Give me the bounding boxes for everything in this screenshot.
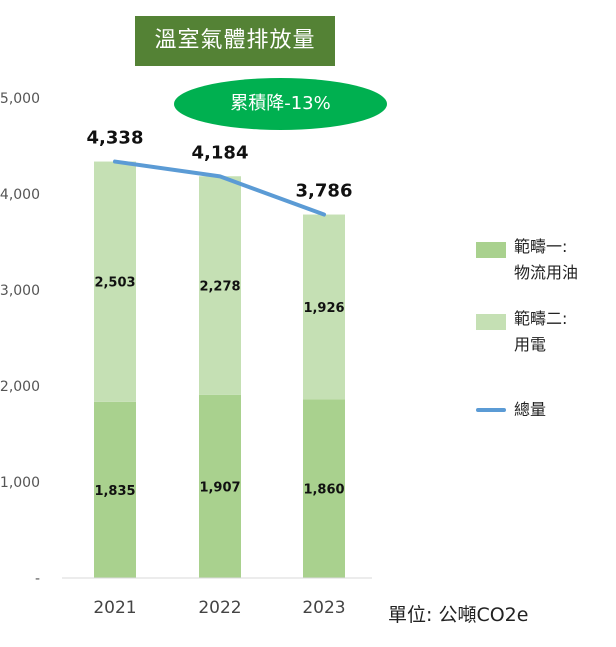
y-tick-label: 1,000 bbox=[0, 475, 40, 491]
total-value-label: 4,184 bbox=[192, 142, 249, 163]
bar-2021-series-2 bbox=[94, 161, 136, 402]
bar-2023-series-2 bbox=[303, 214, 345, 400]
bar-value-label: 1,835 bbox=[94, 484, 135, 499]
bar-2023-series-1 bbox=[303, 399, 345, 578]
total-value-label: 3,786 bbox=[296, 181, 353, 202]
x-tick-label: 2023 bbox=[302, 598, 345, 618]
bar-value-label: 2,503 bbox=[94, 276, 135, 291]
legend-line-total bbox=[476, 408, 506, 412]
y-tick-label: 2,000 bbox=[0, 379, 40, 395]
legend-label-scope1: 範疇一: 物流用油 bbox=[514, 237, 579, 282]
y-tick-label: - bbox=[35, 571, 40, 587]
x-tick-label: 2022 bbox=[198, 598, 241, 618]
bar-2022-series-1 bbox=[199, 394, 241, 578]
x-tick-label: 2021 bbox=[93, 598, 136, 618]
legend-swatch-scope1 bbox=[476, 242, 506, 258]
legend-label-total: 總量 bbox=[514, 400, 547, 419]
bar-2022-series-2 bbox=[199, 176, 241, 395]
chart-title: 溫室氣體排放量 bbox=[135, 16, 335, 66]
y-tick-label: 5,000 bbox=[0, 91, 40, 107]
bar-2021-series-1 bbox=[94, 401, 136, 578]
bar-value-label: 1,926 bbox=[303, 301, 344, 316]
y-tick-label: 3,000 bbox=[0, 283, 40, 299]
total-value-label: 4,338 bbox=[87, 128, 144, 149]
y-tick-label: 4,000 bbox=[0, 187, 40, 203]
bar-value-label: 1,860 bbox=[303, 483, 344, 498]
legend-swatch-scope2 bbox=[476, 314, 506, 330]
unit-label: 單位: 公噸CO2e bbox=[388, 604, 529, 626]
total-line bbox=[113, 159, 326, 217]
bar-value-label: 2,278 bbox=[199, 280, 240, 295]
legend-label-scope2: 範疇二: 用電 bbox=[514, 309, 568, 354]
bar-value-label: 1,907 bbox=[199, 480, 240, 495]
reduction-badge: 累積降-13% bbox=[174, 78, 387, 130]
